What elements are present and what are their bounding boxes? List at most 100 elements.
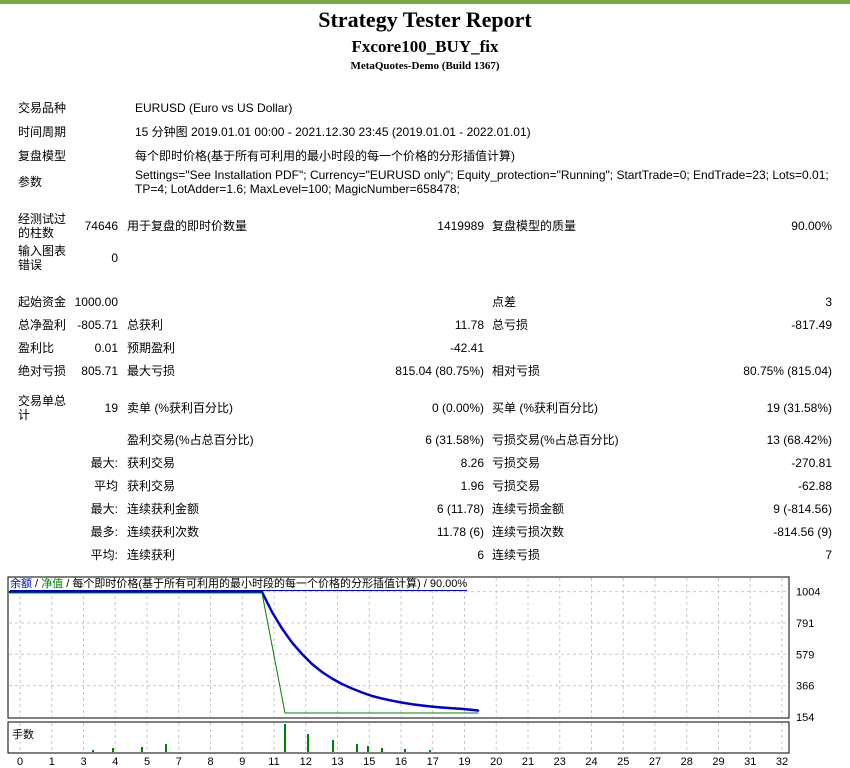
stats-cell-value: 9 (-814.56) bbox=[773, 501, 832, 516]
stats-table: 经测试过的柱数 74646 用于复盘的即时价数量 1419989 复盘模型的质量 90.0… bbox=[18, 210, 832, 566]
stats-cell-label: 获利交易 bbox=[127, 478, 176, 493]
x-tick-label: 25 bbox=[617, 756, 629, 768]
stats-cell-label: 总净盈利 bbox=[18, 317, 67, 332]
chart-legend-text: 余额 / 净值 / 每个即时价格(基于所有可利用的最小时段的每一个价格的分形插值… bbox=[10, 578, 468, 591]
x-tick-label: 29 bbox=[712, 756, 724, 768]
stats-row: 最多: 连续获利次数 11.78 (6) 连续亏损次数 -814.56 (9) bbox=[18, 520, 832, 543]
stats-cell-label: 总亏损 bbox=[492, 317, 529, 332]
stats-row: 绝对亏损 805.71 最大亏损 815.04 (80.75%) 相对亏损 80.75% … bbox=[18, 359, 832, 382]
y-tick-label: 579 bbox=[796, 649, 814, 661]
stats-cell-label: 盈利比 bbox=[18, 340, 55, 355]
stats-row: 平均 获利交易 1.96 亏损交易 -62.88 bbox=[18, 474, 832, 497]
server-build: MetaQuotes-Demo (Build 1367) bbox=[350, 60, 500, 72]
stats-cell-label: 用于复盘的即时价数量 bbox=[127, 219, 248, 233]
stats-cell-value: 815.04 (80.75%) bbox=[395, 363, 484, 378]
stats-row: 盈利比 0.01 预期盈利 -42.41 bbox=[18, 336, 832, 359]
lots-bar bbox=[381, 748, 383, 752]
stats-cell-value: 1419989 bbox=[437, 219, 484, 233]
stats-cell-value: 1.96 bbox=[460, 478, 484, 493]
info-row-label: 时间周期 bbox=[18, 125, 67, 139]
legend-separator: / bbox=[63, 578, 73, 590]
legend-separator: / bbox=[32, 578, 42, 590]
stats-cell-label: 连续亏损 bbox=[492, 547, 541, 562]
stats-cell-value: -270.81 bbox=[791, 455, 832, 470]
stats-cell-value: 90.00% bbox=[791, 219, 832, 233]
stats-cell-label: 交易单总计 bbox=[18, 394, 67, 422]
info-row: 参数 Settings="See Installation PDF"; Curre… bbox=[18, 168, 840, 196]
stats-cell-label: 点差 bbox=[492, 294, 517, 309]
info-row-label: 参数 bbox=[18, 175, 43, 189]
stats-row: 输入图表错误 0 bbox=[18, 242, 832, 274]
stats-cell-label: 预期盈利 bbox=[127, 340, 176, 355]
lots-bar bbox=[404, 749, 406, 752]
stats-cell-value: -817.49 bbox=[791, 317, 832, 332]
x-tick-label: 12 bbox=[300, 756, 312, 768]
x-tick-label: 16 bbox=[395, 756, 407, 768]
stats-cell-label: 绝对亏损 bbox=[18, 363, 67, 378]
x-tick-label: 20 bbox=[490, 756, 502, 768]
main-chart-frame bbox=[7, 576, 790, 719]
stats-cell-label: 复盘模型的质量 bbox=[492, 219, 577, 233]
x-tick-label: 8 bbox=[207, 756, 213, 768]
info-row-value: 15 分钟图 2019.01.01 00:00 - 2021.12.30 23:… bbox=[135, 125, 531, 139]
stats-cell-label: 卖单 (%获利百分比) bbox=[127, 401, 233, 415]
lots-bar bbox=[141, 747, 143, 752]
x-tick-label: 32 bbox=[776, 756, 788, 768]
accent-bar bbox=[0, 0, 850, 4]
lots-bar bbox=[307, 734, 309, 752]
stats-cell-value: -42.41 bbox=[449, 340, 484, 355]
y-tick-label: 154 bbox=[796, 712, 814, 724]
x-tick-label: 21 bbox=[522, 756, 534, 768]
stats-cell-label: 亏损交易 bbox=[492, 455, 541, 470]
lots-bar bbox=[367, 746, 369, 752]
x-tick-label: 23 bbox=[554, 756, 566, 768]
stats-cell-value: 80.75% (815.04) bbox=[743, 363, 832, 378]
lots-bar bbox=[429, 750, 431, 752]
y-tick-label: 791 bbox=[796, 618, 814, 630]
stats-row: 起始资金 1000.00 点差 3 bbox=[18, 290, 832, 313]
x-tick-label: 27 bbox=[649, 756, 661, 768]
lots-bar bbox=[284, 724, 286, 752]
info-row: 时间周期 15 分钟图 2019.01.01 00:00 - 2021.12.30… bbox=[18, 120, 840, 144]
stats-row: 经测试过的柱数 74646 用于复盘的即时价数量 1419989 复盘模型的质量 90.0… bbox=[18, 210, 832, 242]
stats-cell-value: -62.88 bbox=[797, 478, 832, 493]
lots-bar bbox=[356, 744, 358, 752]
x-tick-label: 4 bbox=[112, 756, 118, 768]
info-row-value: Settings="See Installation PDF"; Currenc… bbox=[135, 168, 829, 196]
stats-cell-label: 亏损交易(%占总百分比) bbox=[492, 432, 619, 447]
info-row: 复盘模型 每个即时价格(基于所有可利用的最小时段的每一个价格的分形插值计算) bbox=[18, 144, 840, 168]
stats-cell-value: 74646 bbox=[84, 219, 118, 233]
balance-line bbox=[8, 590, 480, 712]
lots-bar bbox=[92, 750, 94, 752]
stats-cell-label: 总获利 bbox=[127, 317, 164, 332]
stats-row: 平均: 连续获利 6 连续亏损 7 bbox=[18, 543, 832, 566]
info-row-label: 交易品种 bbox=[18, 101, 67, 115]
y-tick-label: 366 bbox=[796, 681, 814, 693]
stats-cell-label: 盈利交易(%占总百分比) bbox=[127, 432, 254, 447]
stats-gap-row bbox=[18, 274, 832, 290]
x-tick-label: 17 bbox=[427, 756, 439, 768]
stats-cell-value: -814.56 (9) bbox=[773, 524, 832, 539]
x-tick-label: 15 bbox=[363, 756, 375, 768]
stats-cell-label: 经测试过的柱数 bbox=[18, 212, 67, 240]
stats-cell-value: 7 bbox=[825, 547, 832, 562]
stats-cell-value: -805.71 bbox=[77, 317, 118, 332]
stats-cell-value: 805.71 bbox=[81, 363, 118, 378]
equity-chart-svg: 0 1 3 4 5 7 8 9 11 12 13 15 16 17 19 20 21 23 24 25 27 28 29 31… bbox=[7, 576, 820, 768]
lots-bar bbox=[332, 740, 334, 752]
balance-legend-label: 余额 bbox=[10, 578, 32, 590]
x-tick-label: 31 bbox=[744, 756, 756, 768]
x-tick-label: 19 bbox=[458, 756, 470, 768]
x-tick-label: 7 bbox=[176, 756, 182, 768]
stats-cell-label: 输入图表错误 bbox=[18, 244, 67, 272]
report-header: Strategy Tester Report Fxcore100_BUY_fix… bbox=[0, 4, 850, 73]
expert-name: Fxcore100_BUY_fix bbox=[351, 37, 499, 56]
info-row: 交易品种 EURUSD (Euro vs US Dollar) bbox=[18, 96, 840, 120]
x-tick-label: 24 bbox=[585, 756, 597, 768]
stats-cell-value: 0 bbox=[111, 251, 118, 265]
stats-cell-label: 亏损交易 bbox=[492, 478, 541, 493]
stats-cell-value: 13 (68.42%) bbox=[766, 432, 832, 447]
stats-cell-label: 获利交易 bbox=[127, 455, 176, 470]
stats-row: 最大: 连续获利金额 6 (11.78) 连续亏损金额 9 (-814.56) bbox=[18, 497, 832, 520]
